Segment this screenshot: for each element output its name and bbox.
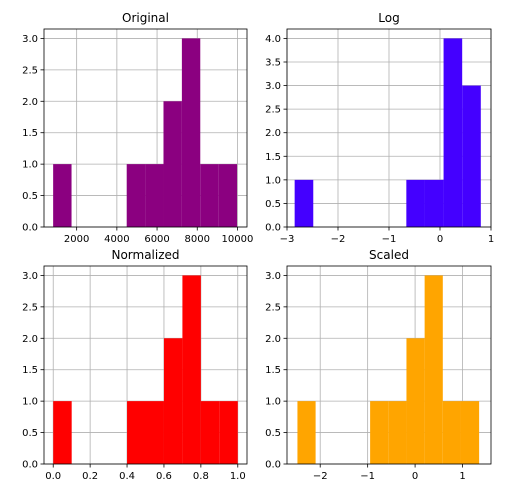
histogram-bar	[294, 179, 314, 227]
x-tick-label: 0	[437, 234, 443, 245]
x-tick-label: 6000	[144, 234, 169, 245]
x-tick-label: −1	[382, 234, 397, 245]
y-tick-label: 2.5	[265, 105, 281, 116]
x-tick-label: 8000	[185, 234, 210, 245]
x-tick-label: 4000	[104, 234, 129, 245]
y-tick-label: 0.5	[22, 428, 38, 439]
histogram-bar	[388, 401, 407, 464]
y-tick-label: 2.0	[22, 97, 38, 108]
x-tick-label: 1.0	[230, 471, 246, 482]
x-tick-label: −2	[313, 471, 328, 482]
subplot-normalized: 0.0 0.2 0.4 0.6 0.8 1.0 0.0 0.5 1.0 1.5 2.0 2.5 3.0 N…	[22, 248, 248, 482]
subplot-original: 2000 4000 6000 8000 10000 0.0 0.5 1.0 1.5 2.0 2.5 3…	[22, 11, 253, 245]
histogram-bar	[126, 164, 146, 227]
subplot-title: Scaled	[369, 248, 409, 262]
subplot-title: Log	[378, 11, 399, 25]
histogram-bar	[127, 401, 146, 464]
histogram-bar	[53, 164, 72, 227]
y-tick-label: 1.0	[265, 175, 281, 186]
histogram-bar	[219, 401, 238, 464]
y-tick-label: 0.5	[265, 199, 281, 210]
x-tick-label: 0.8	[193, 471, 209, 482]
y-tick-label: 3.5	[265, 58, 281, 69]
histogram-bar	[182, 275, 201, 464]
y-tick-label: 2.0	[265, 128, 281, 139]
histogram-bar	[424, 275, 443, 464]
y-tick-label: 0.0	[265, 223, 281, 234]
histogram-bar	[181, 38, 201, 227]
x-tick-label: 10000	[222, 234, 254, 245]
histogram-bar	[442, 401, 461, 464]
y-tick-label: 0.0	[22, 223, 38, 234]
x-tick-label: 0.0	[45, 471, 61, 482]
y-tick-label: 0.5	[265, 428, 281, 439]
y-tick-label: 0.0	[265, 460, 281, 471]
histogram-bar	[200, 401, 220, 464]
histogram-bar	[163, 338, 183, 464]
x-tick-label: 0	[412, 471, 418, 482]
y-tick-label: 2.5	[22, 65, 38, 76]
histogram-bar	[406, 338, 425, 464]
y-tick-label: 1.0	[22, 397, 38, 408]
x-tick-label: −2	[331, 234, 346, 245]
x-tick-label: 1	[459, 471, 465, 482]
axes-frame	[43, 28, 248, 228]
histogram-bar	[462, 85, 481, 227]
y-tick-label: 1.5	[22, 128, 38, 139]
y-tick-label: 2.0	[265, 334, 281, 345]
y-tick-label: 1.0	[265, 397, 281, 408]
y-tick-label: 2.0	[22, 334, 38, 345]
y-tick-label: 4.0	[265, 34, 281, 45]
histogram-bar	[145, 164, 164, 227]
y-tick-label: 0.5	[22, 191, 38, 202]
y-tick-label: 1.5	[265, 152, 281, 163]
x-tick-label: −3	[280, 234, 295, 245]
histogram-bar	[200, 164, 219, 227]
histogram-bar	[424, 179, 444, 227]
y-tick-label: 0.0	[22, 460, 38, 471]
histogram-bar	[297, 401, 316, 464]
histogram-bar	[443, 38, 463, 227]
y-tick-label: 3.0	[22, 34, 38, 45]
histogram-bar	[163, 101, 182, 227]
histogram-bar	[370, 401, 389, 464]
histogram-bar	[53, 401, 72, 464]
y-tick-label: 3.0	[22, 271, 38, 282]
y-tick-label: 1.5	[22, 365, 38, 376]
y-tick-label: 1.5	[265, 365, 281, 376]
subplot-scaled: −2 −1 0 1 0.0 0.5 1.0 1.5 2.0 2.5 3.0 Scaled	[265, 248, 492, 482]
axes-frame	[43, 265, 248, 465]
axes-frame	[286, 265, 492, 465]
x-tick-label: 0.6	[156, 471, 172, 482]
histogram-bar	[460, 401, 480, 464]
subplot-title: Normalized	[111, 248, 179, 262]
subplot-log: −3 −2 −1 0 1 0.0 0.5 1.0 1.5 2.0 2.5 3.0 3.5 4.0 Log	[265, 11, 494, 245]
histogram-bar	[406, 179, 425, 227]
x-tick-label: 0.2	[82, 471, 98, 482]
x-tick-label: 0.4	[119, 471, 135, 482]
y-tick-label: 1.0	[22, 160, 38, 171]
histogram-bar	[218, 164, 238, 227]
y-tick-label: 2.5	[265, 302, 281, 313]
x-tick-label: −1	[360, 471, 375, 482]
x-tick-label: 1	[488, 234, 494, 245]
y-tick-label: 2.5	[22, 302, 38, 313]
subplot-title: Original	[122, 11, 169, 25]
histogram-bar	[145, 401, 164, 464]
y-tick-label: 3.0	[265, 81, 281, 92]
x-tick-label: 2000	[64, 234, 89, 245]
y-tick-label: 3.0	[265, 271, 281, 282]
